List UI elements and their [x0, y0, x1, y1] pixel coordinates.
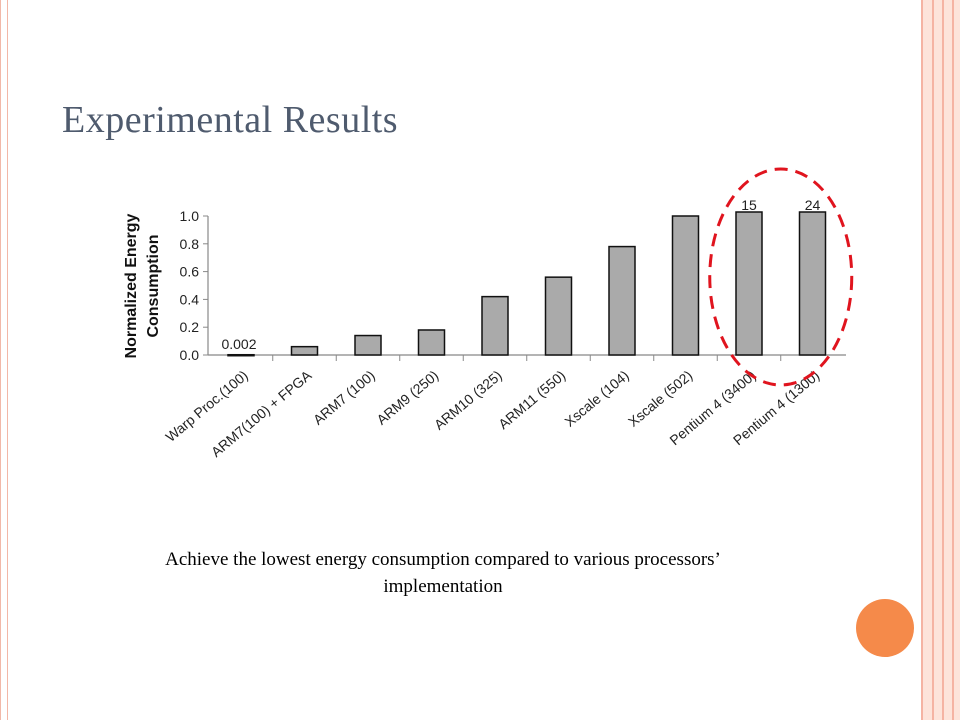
x-tick-label: ARM10 (325)	[431, 367, 505, 433]
x-tick-label: ARM11 (550)	[495, 367, 568, 432]
x-tick-label: Xscale (104)	[561, 367, 631, 430]
y-axis-label-line: Normalized Energy	[123, 213, 140, 358]
bar	[417, 329, 446, 356]
bar	[735, 211, 763, 356]
bar	[354, 334, 382, 356]
data-label: 0.002	[221, 336, 256, 352]
y-tick-label: 0.2	[180, 319, 200, 335]
bar	[608, 245, 636, 356]
y-tick-label: 0.8	[180, 236, 200, 252]
accent-circle	[856, 599, 914, 657]
bar	[798, 211, 827, 356]
right-frame-stripes	[918, 0, 960, 720]
bar	[544, 276, 573, 356]
bar	[290, 345, 319, 356]
y-tick-label: 0.0	[180, 347, 200, 363]
y-tick-label: 1.0	[180, 208, 200, 224]
x-tick-label: ARM7 (100)	[310, 367, 378, 428]
bar	[227, 353, 255, 357]
x-tick-label: ARM9 (250)	[373, 367, 441, 428]
slide-caption: Achieve the lowest energy consumption co…	[165, 549, 721, 597]
bar	[671, 215, 700, 356]
y-axis-label-line: Consumption	[145, 234, 162, 337]
highlight-ellipse	[708, 167, 854, 387]
data-label: 15	[741, 197, 757, 213]
y-tick-label: 0.4	[180, 291, 200, 307]
bar	[481, 295, 509, 356]
y-tick-label: 0.6	[180, 264, 200, 280]
slide-title: Experimental Results	[62, 99, 399, 141]
y-axis-label: Normalized Energy Consumption	[123, 213, 162, 358]
left-frame-border	[0, 0, 8, 720]
data-label: 24	[805, 197, 821, 213]
